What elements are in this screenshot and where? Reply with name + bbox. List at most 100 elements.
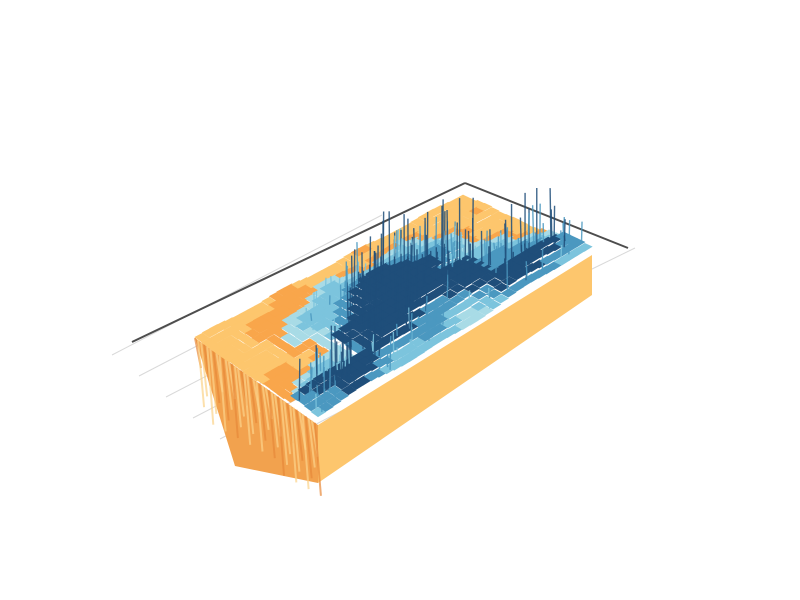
surface-cell (236, 343, 253, 354)
side-streak (221, 357, 230, 421)
surface-spike (503, 258, 506, 285)
surface-spike (550, 209, 553, 240)
surface-cell (483, 207, 500, 216)
slab-front-side (318, 255, 592, 483)
surface-cell (301, 338, 318, 348)
surface-spike (309, 362, 313, 399)
surface-spike (395, 300, 398, 313)
surface-spike (434, 302, 437, 324)
surface-cell (486, 278, 503, 288)
surface-spike (414, 339, 417, 348)
surface-spike (460, 231, 463, 246)
axis-line-back (131, 182, 466, 343)
surface-spike (471, 197, 474, 271)
surface-spike (336, 362, 339, 371)
side-streak (261, 385, 270, 430)
surface-spike (315, 345, 318, 386)
side-streak (301, 414, 310, 490)
side-streak (304, 416, 313, 479)
surface-cell (470, 311, 487, 321)
surface-spike (468, 290, 471, 305)
surface-cell (476, 202, 493, 212)
surface-spike (400, 238, 403, 254)
surface-spike (525, 261, 528, 281)
surface-spike (549, 188, 552, 241)
surface-spike (541, 260, 544, 273)
surface-cell (325, 396, 342, 407)
surface-cell (296, 395, 313, 406)
surface-spike (560, 245, 563, 264)
side-streak (209, 348, 218, 414)
surface-spike (450, 233, 453, 254)
surface-spike (467, 230, 470, 264)
surface-spike (326, 368, 329, 390)
side-streak (249, 377, 258, 424)
side-streak (237, 368, 246, 417)
surface-cell (456, 301, 472, 311)
surface-spike (495, 245, 498, 262)
surface-spike (453, 225, 457, 241)
side-streak (212, 350, 221, 404)
surface-cell (478, 284, 495, 294)
surface-spike (421, 254, 424, 285)
surface-spike (553, 205, 556, 250)
surface-spike (489, 229, 492, 266)
surface-spike (380, 316, 383, 346)
grid-tick (589, 247, 636, 271)
surface-spike (485, 230, 488, 262)
surface-spike (464, 229, 467, 289)
surface-cell (409, 347, 426, 358)
surface-spike (364, 280, 367, 318)
surface-spike (453, 247, 456, 259)
surface-cell (493, 282, 510, 292)
surface-spike (410, 313, 413, 340)
surface-spike (330, 276, 333, 290)
surface-spike (373, 251, 376, 311)
surface-spike (484, 268, 487, 281)
side-streak (246, 374, 255, 435)
surface-spike (390, 280, 393, 296)
surface-spike (381, 294, 384, 347)
surface-spike (334, 325, 337, 381)
surface-spike (352, 376, 356, 387)
surface-spike (410, 238, 413, 245)
surface-spike (348, 370, 351, 381)
side-streak (295, 409, 304, 461)
surface-spike (316, 384, 319, 396)
surface-spike (378, 327, 381, 357)
surface-spike (562, 217, 566, 236)
surface-cell (251, 333, 268, 344)
surface-cell (294, 332, 311, 342)
surface-spike (366, 307, 370, 336)
side-streak (233, 366, 242, 428)
surface-spike (364, 263, 367, 276)
surface-spike (479, 264, 482, 276)
side-streak (197, 340, 206, 408)
surface-spike (361, 252, 364, 317)
grid-line (111, 214, 383, 356)
side-streak (200, 342, 209, 397)
surface-spike (430, 250, 433, 287)
surface-spike (483, 239, 487, 263)
surface-spikes (298, 187, 583, 415)
surface-spike (408, 261, 411, 303)
surface-spike (315, 393, 318, 415)
surface-spike (451, 242, 454, 268)
surface-cell (471, 290, 488, 300)
surface-cell (478, 295, 495, 306)
side-streak (307, 418, 316, 468)
surface-spike (324, 389, 327, 409)
surface-spike (340, 327, 343, 334)
surface-spike (417, 316, 420, 338)
side-streak (258, 383, 267, 441)
surface-spike (373, 310, 377, 352)
surface-spike (362, 304, 365, 350)
surface-cell (449, 294, 465, 305)
surface-spike (350, 255, 354, 310)
axis-line-right (464, 182, 629, 249)
surface-spike (531, 205, 535, 242)
surface-spike (330, 325, 333, 374)
surface-spike (369, 355, 372, 366)
surface-spike (499, 232, 502, 244)
